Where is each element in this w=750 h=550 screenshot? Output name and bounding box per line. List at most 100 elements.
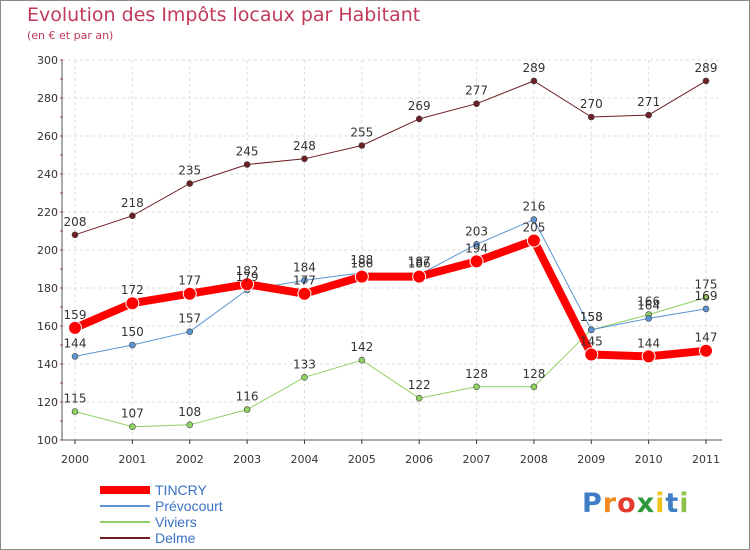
data-point-delme <box>587 113 595 121</box>
legend-label-prevocourt: Prévocourt <box>155 498 223 514</box>
data-point-viviers <box>71 408 79 415</box>
data-label-prevocourt: 158 <box>580 310 603 324</box>
data-point-tincry <box>641 349 656 364</box>
y-tick-label: 180 <box>37 282 58 295</box>
data-point-viviers <box>358 356 366 364</box>
series-line-delme <box>74 80 707 236</box>
data-point-tincry <box>412 269 427 284</box>
x-tick-label: 2005 <box>348 453 376 466</box>
y-tick-label: 220 <box>37 206 58 219</box>
legend-swatch-delme <box>100 537 150 539</box>
series-line-viviers <box>74 297 707 428</box>
data-point-prevocourt <box>530 216 538 223</box>
logo-letter: r <box>602 488 618 519</box>
data-point-delme <box>702 77 710 85</box>
data-label-prevocourt: 179 <box>236 270 259 284</box>
logo-letter: x <box>636 488 656 519</box>
data-point-tincry <box>469 254 484 269</box>
x-tick-label: 2010 <box>635 453 663 466</box>
series-line-prevocourt <box>74 219 707 357</box>
data-label-viviers: 142 <box>350 340 373 354</box>
data-label-prevocourt: 144 <box>64 336 87 350</box>
y-tick-label: 160 <box>37 320 58 333</box>
data-point-viviers <box>415 394 423 402</box>
proxiti-logo: Proxiti <box>582 488 690 519</box>
data-point-viviers <box>243 406 251 413</box>
chart-axes: 100 120 140 160 180 200 220 240 260 280 300 2000 200… <box>37 54 722 466</box>
y-tick-label: 280 <box>37 92 58 105</box>
data-label-viviers: 158 <box>580 310 603 324</box>
y-tick-label: 100 <box>37 434 58 447</box>
data-point-delme <box>186 180 194 187</box>
logo-letter: i <box>655 488 666 519</box>
data-label-delme: 289 <box>522 61 545 75</box>
x-tick-label: 2000 <box>61 453 89 466</box>
data-label-tincry: 144 <box>637 336 660 350</box>
x-tick-label: 2001 <box>118 453 146 466</box>
data-label-delme: 255 <box>350 126 373 140</box>
data-point-delme <box>415 115 423 123</box>
data-point-delme <box>473 100 480 107</box>
data-point-tincry <box>584 347 599 362</box>
x-tick-label: 2006 <box>405 453 433 466</box>
data-label-delme: 208 <box>64 215 87 229</box>
x-tick-label: 2002 <box>176 453 204 466</box>
data-label-delme: 289 <box>695 61 718 75</box>
data-label-viviers: 107 <box>121 407 144 421</box>
data-label-viviers: 115 <box>64 392 87 406</box>
data-label-delme: 277 <box>465 84 488 98</box>
y-tick-label: 260 <box>37 130 58 143</box>
data-label-tincry: 205 <box>522 221 545 235</box>
data-point-viviers <box>129 423 136 431</box>
data-point-tincry <box>182 286 197 301</box>
data-label-delme: 245 <box>236 145 259 159</box>
legend-swatch-viviers <box>100 521 150 523</box>
chart-subtitle: (en € et par an) <box>27 29 114 42</box>
data-point-tincry <box>526 233 541 248</box>
data-label-delme: 235 <box>178 164 201 178</box>
y-tick-label: 140 <box>37 358 58 371</box>
data-point-viviers <box>186 421 194 429</box>
data-point-tincry <box>354 269 369 284</box>
data-point-prevocourt <box>71 353 79 360</box>
data-point-delme <box>645 111 652 119</box>
x-tick-label: 2011 <box>692 453 720 466</box>
chart-title: Evolution des Impôts locaux par Habitant <box>27 4 421 26</box>
data-point-prevocourt <box>186 328 194 336</box>
data-label-tincry: 186 <box>350 257 373 271</box>
data-point-tincry <box>68 320 82 335</box>
data-point-prevocourt <box>473 241 480 248</box>
legend-swatch-tincry <box>100 486 150 494</box>
legend-swatch-prevocourt <box>100 505 150 507</box>
legend-label-tincry: TINCRY <box>155 482 207 498</box>
data-label-delme: 269 <box>408 99 431 113</box>
x-tick-label: 2008 <box>520 453 548 466</box>
data-point-tincry <box>240 277 255 292</box>
data-label-prevocourt: 184 <box>293 260 316 274</box>
data-label-tincry: 177 <box>293 274 316 288</box>
data-label-prevocourt: 157 <box>178 312 201 326</box>
x-tick-label: 2007 <box>463 453 491 466</box>
data-label-prevocourt: 187 <box>408 255 431 269</box>
data-label-prevocourt: 188 <box>350 253 373 267</box>
series-line-tincry <box>71 236 710 361</box>
legend-label-delme: Delme <box>155 530 196 546</box>
y-tick-label: 200 <box>37 244 58 257</box>
data-label-tincry: 194 <box>465 241 488 255</box>
legend-label-viviers: Viviers <box>155 514 197 530</box>
data-label-viviers: 133 <box>293 357 316 371</box>
data-point-viviers <box>473 383 480 391</box>
x-tick-label: 2003 <box>233 453 261 466</box>
data-label-delme: 271 <box>637 95 660 109</box>
y-tick-label: 240 <box>37 168 58 181</box>
data-label-tincry: 145 <box>580 335 603 349</box>
data-label-viviers: 128 <box>522 367 545 381</box>
data-point-delme <box>301 155 308 163</box>
data-label-tincry: 182 <box>236 264 259 278</box>
data-label-prevocourt: 169 <box>695 289 718 303</box>
data-label-viviers: 122 <box>408 378 431 392</box>
chart-data-labels: 208 218 235 245 248 255 269 277 289 270 271 289 115 1… <box>64 61 718 421</box>
data-point-prevocourt <box>129 341 136 349</box>
data-point-viviers <box>702 294 710 301</box>
data-label-viviers: 108 <box>178 405 201 419</box>
